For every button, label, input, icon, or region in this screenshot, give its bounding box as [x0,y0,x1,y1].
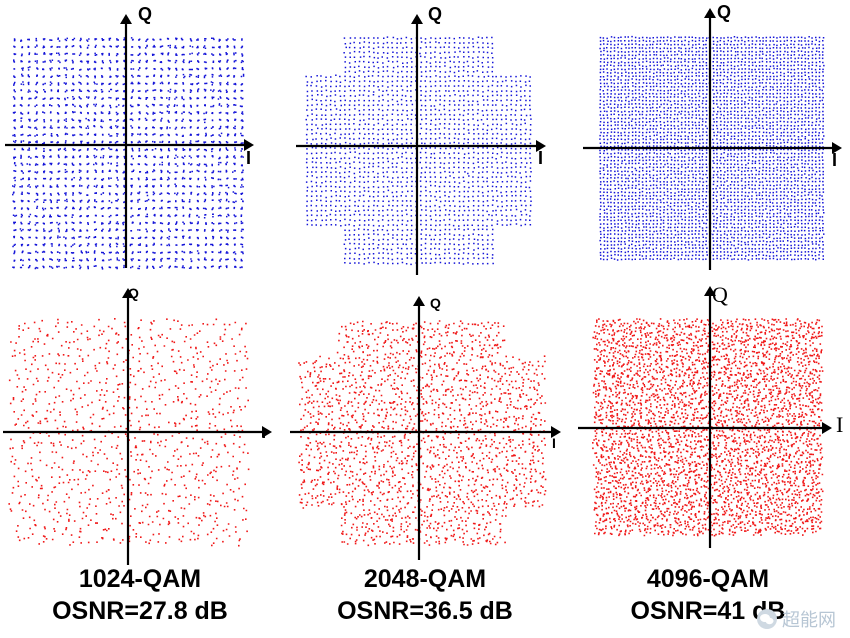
constellation-points [599,35,825,261]
i-axis-label: I [538,148,543,168]
q-axis-arrow [413,296,425,306]
constellation-points [592,318,824,537]
q-axis-label: Q [712,282,728,307]
constellation-panel-4096-qam-received: IQ [578,282,843,548]
caption-osnr: OSNR=27.8 dB [52,596,228,625]
i-axis-label: I [836,412,843,437]
constellation-panel-2048-qam-ideal: IQ [296,4,546,275]
q-axis-label: Q [428,4,442,24]
i-axis-arrow [536,140,546,152]
i-axis-label: I [262,425,266,441]
q-axis-arrow [120,14,132,24]
constellation-points [305,36,532,266]
i-axis-label: I [552,435,556,451]
constellation-points [298,320,547,547]
constellation-panel-1024-qam-ideal: IQ [5,4,254,270]
q-axis-label: Q [128,285,139,301]
caption-2048: 2048-QAM OSNR=36.5 dB [320,565,530,625]
i-axis-label: I [246,148,251,168]
i-axis-label: I [832,150,837,170]
caption-modulation: 4096-QAM [646,565,770,593]
i-axis-arrow [262,426,272,438]
i-axis-arrow [832,142,842,154]
chat-bubble-icon [757,609,777,629]
caption-osnr: OSNR=36.5 dB [337,596,513,625]
constellation-panel-2048-qam-received: IQ [290,295,561,560]
i-axis-arrow [822,422,832,434]
constellation-points [12,37,245,270]
caption-1024: 1024-QAM OSNR=27.8 dB [40,565,240,625]
q-axis-arrow [704,8,716,18]
q-axis-arrow [704,286,716,296]
caption-4096: 4096-QAM OSNR=41 dB [608,565,808,625]
q-axis-label: Q [430,295,441,311]
q-axis-label: Q [717,2,731,22]
i-axis-arrow [551,426,561,438]
constellation-panel-4096-qam-ideal: IQ [583,2,842,270]
q-axis-label: Q [138,4,152,24]
watermark-text: 超能网 [782,610,836,631]
caption-modulation: 1024-QAM [78,565,202,593]
i-axis-arrow [244,139,254,151]
q-axis-arrow [411,14,423,24]
q-axis-arrow [122,288,134,298]
caption-modulation: 2048-QAM [363,565,487,593]
constellation-panel-1024-qam-received: IQ [3,285,272,565]
watermark: 超能网 [756,606,836,632]
